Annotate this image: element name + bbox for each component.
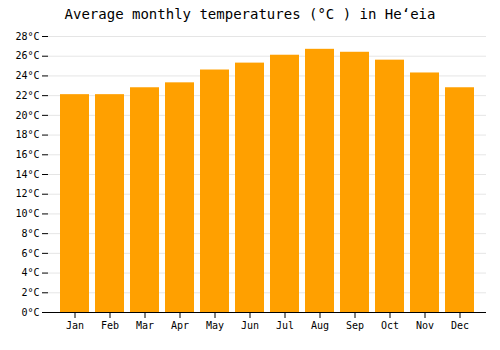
svg-text:Oct: Oct: [381, 320, 399, 331]
svg-text:Dec: Dec: [451, 320, 469, 331]
svg-text:18°C: 18°C: [15, 129, 39, 140]
svg-text:Sep: Sep: [346, 320, 364, 331]
svg-text:12°C: 12°C: [15, 188, 39, 199]
svg-text:6°C: 6°C: [21, 248, 39, 259]
svg-text:May: May: [206, 320, 224, 331]
svg-text:Apr: Apr: [171, 320, 189, 331]
svg-text:Aug: Aug: [311, 320, 329, 331]
svg-text:Mar: Mar: [136, 320, 154, 331]
svg-text:Jul: Jul: [276, 320, 294, 331]
svg-text:8°C: 8°C: [21, 228, 39, 239]
svg-text:28°C: 28°C: [15, 31, 39, 42]
svg-text:Jan: Jan: [66, 320, 84, 331]
svg-text:0°C: 0°C: [21, 307, 39, 318]
svg-text:24°C: 24°C: [15, 70, 39, 81]
svg-text:10°C: 10°C: [15, 208, 39, 219]
html-text:Average monthly temperatures (: Average monthly temperatures (°C ) in He…: [64, 6, 436, 22]
svg-text:4°C: 4°C: [21, 267, 39, 278]
svg-text:26°C: 26°C: [15, 50, 39, 61]
svg-text:2°C: 2°C: [21, 287, 39, 298]
svg-text:Jun: Jun: [241, 320, 259, 331]
svg-text:14°C: 14°C: [15, 169, 39, 180]
svg-text:16°C: 16°C: [15, 149, 39, 160]
svg-text:22°C: 22°C: [15, 90, 39, 101]
svg-text:Nov: Nov: [416, 320, 434, 331]
svg-text:20°C: 20°C: [15, 110, 39, 121]
svg-text:Feb: Feb: [101, 320, 119, 331]
